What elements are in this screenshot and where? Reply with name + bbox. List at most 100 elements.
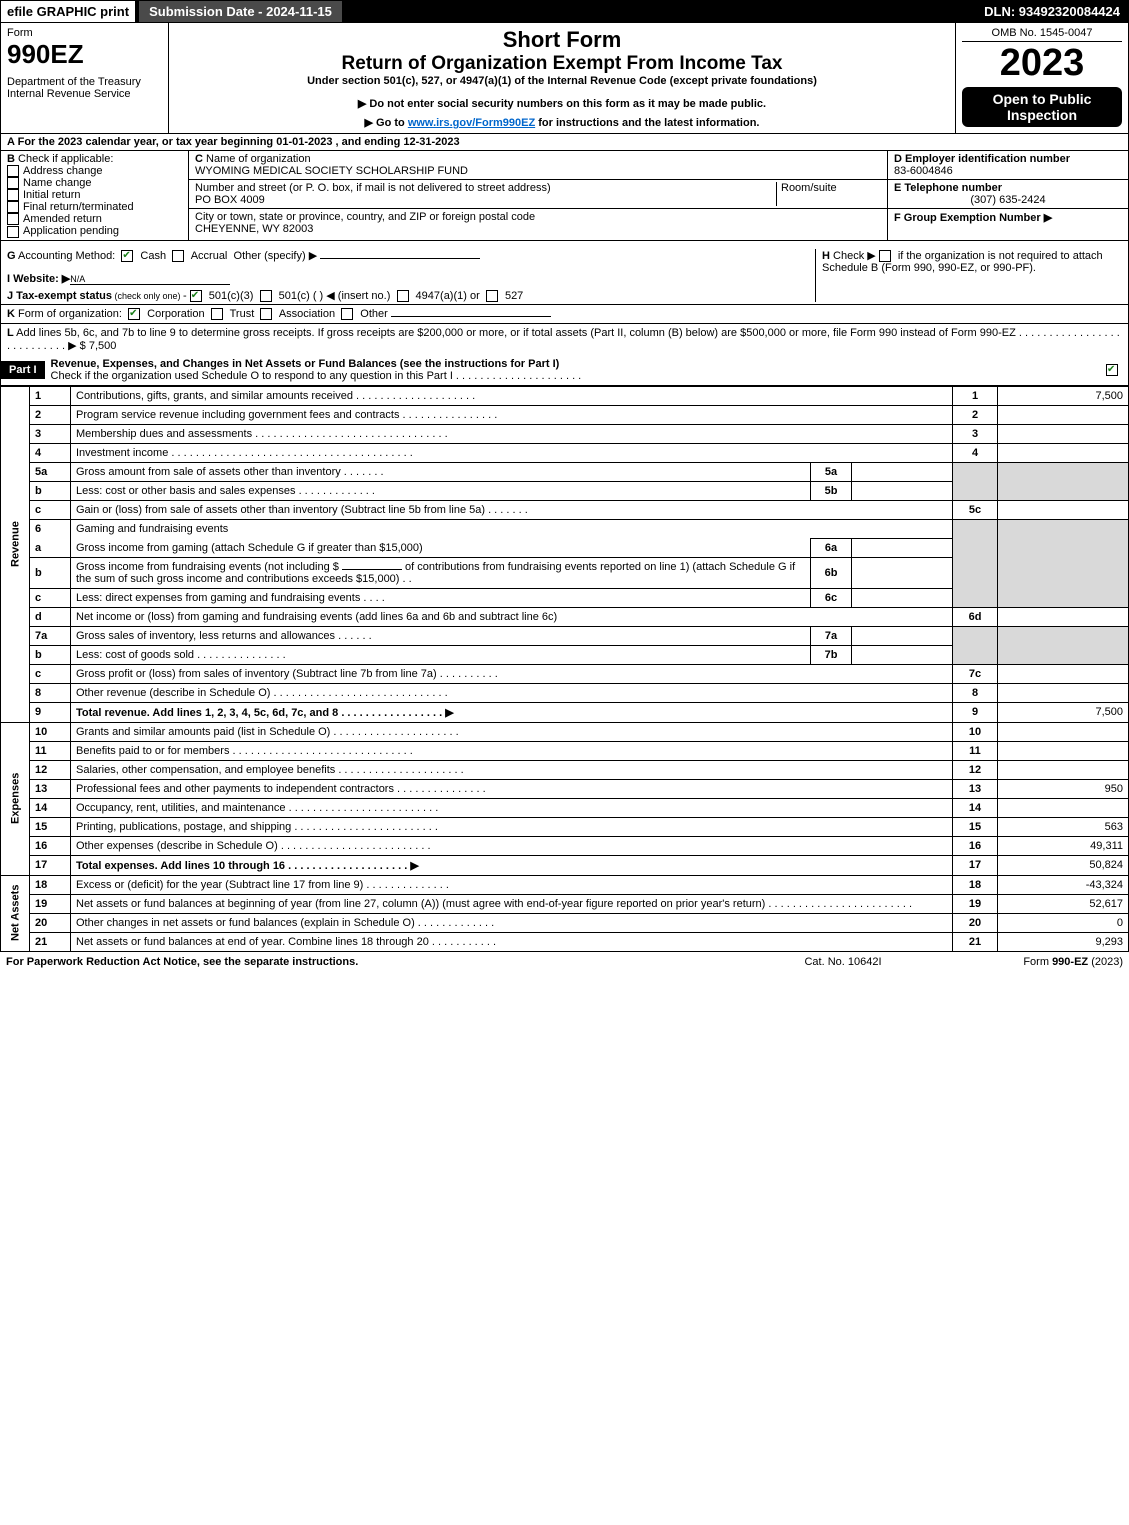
line-num: 12 — [30, 760, 71, 779]
line-val — [998, 443, 1129, 462]
line-rn: 12 — [953, 760, 998, 779]
topbar: efile GRAPHIC print Submission Date - 20… — [0, 0, 1129, 23]
shade-cell — [953, 645, 998, 664]
header-left: Form 990EZ Department of the Treasury In… — [1, 23, 169, 133]
amended-return-label: Amended return — [23, 213, 102, 225]
527-label: 527 — [502, 290, 523, 302]
part1-title: Revenue, Expenses, and Changes in Net As… — [51, 358, 560, 370]
line-desc: Gross income from gaming (attach Schedul… — [71, 538, 811, 557]
line-desc: Membership dues and assessments . . . . … — [71, 424, 953, 443]
goto-post: for instructions and the latest informat… — [535, 117, 759, 129]
chk-schedule-o-part1[interactable] — [1106, 364, 1118, 376]
street-value: PO BOX 4009 — [195, 194, 265, 206]
chk-527[interactable] — [486, 290, 498, 302]
header-center: Short Form Return of Organization Exempt… — [169, 23, 955, 133]
line-num: 15 — [30, 817, 71, 836]
chk-cash[interactable] — [121, 250, 133, 262]
line-val — [998, 607, 1129, 626]
shade-cell — [953, 557, 998, 588]
i-label: I Website: ▶ — [7, 273, 70, 285]
part1-label: Part I — [1, 361, 45, 379]
line-rn: 20 — [953, 913, 998, 932]
short-form-title: Short Form — [175, 27, 949, 53]
col-c: C Name of organizationWYOMING MEDICAL SO… — [188, 151, 887, 240]
table-row: c Less: direct expenses from gaming and … — [1, 588, 1129, 607]
shade-cell — [953, 588, 998, 607]
line-desc: Grants and similar amounts paid (list in… — [71, 722, 953, 741]
line-val — [998, 500, 1129, 519]
chk-amended-return[interactable] — [7, 213, 19, 225]
line-num: d — [30, 607, 71, 626]
chk-association[interactable] — [260, 308, 272, 320]
shade-cell — [953, 519, 998, 538]
other-specify-input[interactable] — [320, 258, 480, 259]
part1-check-text: Check if the organization used Schedule … — [51, 370, 453, 382]
line-num: 16 — [30, 836, 71, 855]
chk-final-return[interactable] — [7, 201, 19, 213]
line-num: 18 — [30, 875, 71, 894]
table-row: 8 Other revenue (describe in Schedule O)… — [1, 683, 1129, 702]
line-desc: Gaming and fundraising events — [71, 519, 953, 538]
chk-name-change[interactable] — [7, 177, 19, 189]
chk-initial-return[interactable] — [7, 189, 19, 201]
line-num: 17 — [30, 855, 71, 875]
line-desc: Gross income from fundraising events (no… — [71, 557, 811, 588]
tax-year: 2023 — [962, 42, 1122, 85]
line-desc: Gain or (loss) from sale of assets other… — [71, 500, 953, 519]
goto-line: ▶ Go to www.irs.gov/Form990EZ for instru… — [175, 116, 949, 129]
line-val — [998, 683, 1129, 702]
return-title: Return of Organization Exempt From Incom… — [175, 53, 949, 75]
irs-link[interactable]: www.irs.gov/Form990EZ — [408, 117, 535, 129]
other-org-input[interactable] — [391, 316, 551, 317]
chk-501c3[interactable] — [190, 290, 202, 302]
inner-val — [852, 538, 953, 557]
efile-print-button[interactable]: efile GRAPHIC print — [1, 1, 135, 22]
e-label: E Telephone number — [894, 182, 1002, 194]
chk-501c[interactable] — [260, 290, 272, 302]
chk-trust[interactable] — [211, 308, 223, 320]
chk-schedule-b[interactable] — [879, 250, 891, 262]
org-name: WYOMING MEDICAL SOCIETY SCHOLARSHIP FUND — [195, 165, 468, 177]
room-label: Room/suite — [781, 182, 837, 194]
table-row: 11 Benefits paid to or for members . . .… — [1, 741, 1129, 760]
line-val: 9,293 — [998, 932, 1129, 951]
line-val: 563 — [998, 817, 1129, 836]
chk-application-pending[interactable] — [7, 226, 19, 238]
col-b: B Check if applicable: Address change Na… — [1, 151, 188, 240]
b-label: B — [7, 153, 15, 165]
shade-cell — [998, 481, 1129, 500]
j-label: J Tax-exempt status — [7, 290, 112, 302]
part1-header-row: Part I Revenue, Expenses, and Changes in… — [0, 355, 1129, 386]
phone-value: (307) 635-2424 — [894, 194, 1122, 206]
other-label: Other (specify) ▶ — [234, 250, 318, 262]
table-row: 20 Other changes in net assets or fund b… — [1, 913, 1129, 932]
table-row: 14 Occupancy, rent, utilities, and maint… — [1, 798, 1129, 817]
line-desc: Less: direct expenses from gaming and fu… — [71, 588, 811, 607]
chk-address-change[interactable] — [7, 165, 19, 177]
inner-val — [852, 645, 953, 664]
line-desc: Contributions, gifts, grants, and simila… — [71, 386, 953, 405]
line-desc: Net assets or fund balances at beginning… — [71, 894, 953, 913]
inner-num: 5b — [811, 481, 852, 500]
fundraising-amount-input[interactable] — [342, 569, 402, 570]
line-num: 14 — [30, 798, 71, 817]
line-num: 20 — [30, 913, 71, 932]
inner-val — [852, 626, 953, 645]
application-pending-label: Application pending — [23, 225, 119, 237]
table-row: 5a Gross amount from sale of assets othe… — [1, 462, 1129, 481]
table-row: 4 Investment income . . . . . . . . . . … — [1, 443, 1129, 462]
line-desc: Other revenue (describe in Schedule O) .… — [71, 683, 953, 702]
accrual-label: Accrual — [188, 250, 227, 262]
line-rn: 2 — [953, 405, 998, 424]
line-rn: 1 — [953, 386, 998, 405]
cash-label: Cash — [137, 250, 166, 262]
chk-corporation[interactable] — [128, 308, 140, 320]
chk-other-org[interactable] — [341, 308, 353, 320]
row-g-left: G Accounting Method: Cash Accrual Other … — [7, 249, 815, 302]
line-desc: Less: cost or other basis and sales expe… — [71, 481, 811, 500]
line-rn: 7c — [953, 664, 998, 683]
line-num: c — [30, 588, 71, 607]
chk-4947a1[interactable] — [397, 290, 409, 302]
chk-accrual[interactable] — [172, 250, 184, 262]
4947a1-label: 4947(a)(1) or — [413, 290, 480, 302]
